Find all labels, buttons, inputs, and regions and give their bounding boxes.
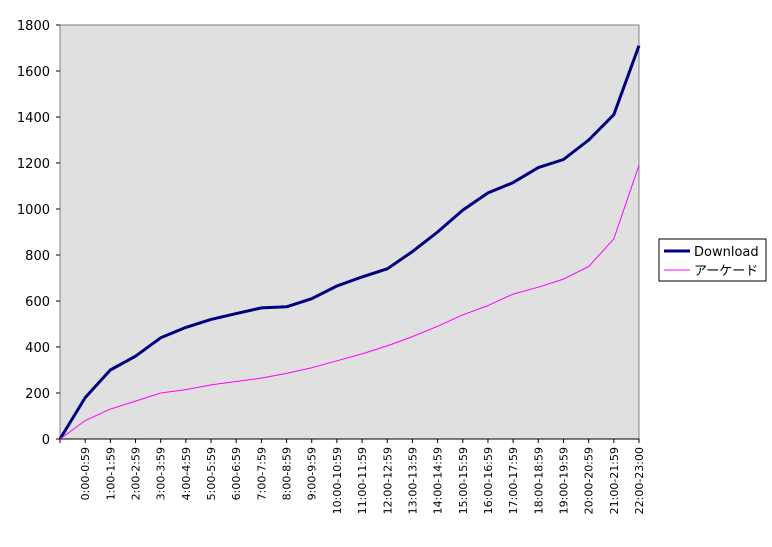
x-tick-label: 3:00-3:59 [155,447,168,500]
legend-label-download: Download [694,245,759,260]
x-tick-label: 5:00-5:59 [205,447,218,500]
y-tick-label: 1000 [17,203,50,218]
y-tick-label: 1400 [17,111,50,126]
y-tick-label: 1600 [17,65,50,80]
x-tick-label: 1:00-1:59 [104,447,117,500]
x-tick-label: 21:00-21:59 [608,447,621,514]
y-tick-label: 400 [25,341,50,356]
x-tick-label: 12:00-12:59 [381,447,394,514]
legend-box [658,238,767,282]
x-tick-label: 17:00-17:59 [507,447,520,514]
y-tick-label: 600 [25,295,50,310]
x-tick-label: 20:00-20:59 [583,447,596,514]
x-tick-label: 22:00-23:00 [633,447,646,514]
y-tick-label: 1200 [17,157,50,172]
series-line-download [58,45,641,440]
y-tick-label: 800 [25,249,50,264]
x-tick-label: 19:00-19:59 [557,447,570,514]
series-line-arcade [59,165,640,440]
x-tick-label: 7:00-7:59 [255,447,268,500]
y-axis: 0 200 400 600 800 1000 1200 1400 1600 1800 [17,19,60,448]
legend: Download アーケード [658,238,767,282]
x-tick-label: 6:00-6:59 [230,447,243,500]
x-tick-label: 9:00-9:59 [306,447,319,500]
legend-label-arcade: アーケード [694,264,758,279]
plot-area [59,24,640,440]
x-axis: 0:00-0:59 1:00-1:59 2:00-2:59 3:00-3:59 4:00… [59,438,646,514]
x-tick-label: 16:00-16:59 [482,447,495,514]
series-group [58,45,641,440]
x-tick-label: 10:00-10:59 [331,447,344,514]
x-tick-label: 14:00-14:59 [432,447,445,514]
x-tick-label: 4:00-4:59 [180,447,193,500]
y-tick-label: 1800 [17,19,50,34]
y-tick-label: 0 [42,433,50,448]
x-tick-label: 8:00-8:59 [281,447,294,500]
x-tick-label: 0:00-0:59 [79,447,92,500]
x-tick-label: 11:00-11:59 [356,447,369,514]
x-tick-label: 2:00-2:59 [130,447,143,500]
x-tick-label: 13:00-13:59 [406,447,419,514]
x-tick-label: 15:00-15:59 [457,447,470,514]
x-tick-label: 18:00-18:59 [532,447,545,514]
y-tick-label: 200 [25,387,50,402]
